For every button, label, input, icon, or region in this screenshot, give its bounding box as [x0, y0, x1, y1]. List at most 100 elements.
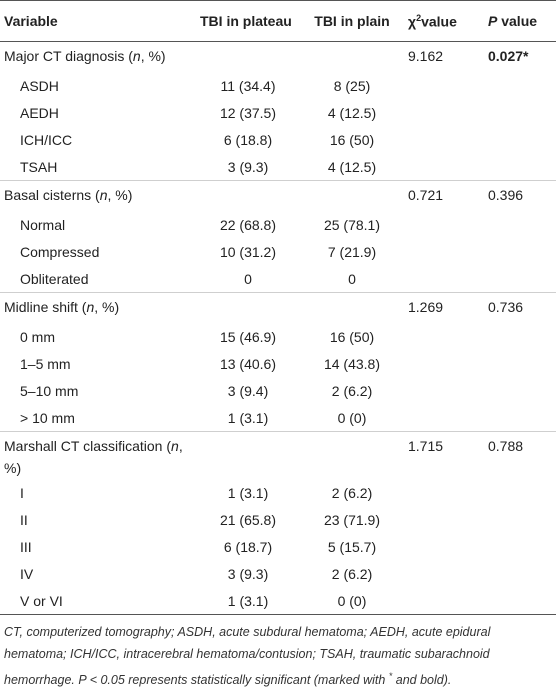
cell — [484, 211, 556, 238]
cell — [196, 180, 300, 211]
footnote-text: and bold). — [392, 673, 452, 688]
cell — [404, 587, 484, 615]
row-label: II — [20, 511, 28, 528]
row-label: V or VI — [20, 592, 63, 609]
cell — [484, 126, 556, 153]
row: TSAH 3 (9.3) 4 (12.5) — [0, 153, 556, 181]
row: V or VI 1 (3.1) 0 (0) — [0, 587, 556, 615]
table-body: Major CT diagnosis (n, %) 9.162 0.027* ASDH… — [0, 42, 556, 615]
row-label: ICH/ICC — [20, 131, 73, 148]
cell — [300, 180, 404, 211]
cell: 23 (71.9) — [323, 511, 381, 528]
label-part: , %) — [4, 438, 183, 476]
label-part: Marshall CT classification ( — [4, 438, 172, 454]
cell: 10 (31.2) — [219, 243, 277, 260]
group-row: Major CT diagnosis (n, %) 9.162 0.027* — [0, 42, 556, 73]
label-part: , %) — [140, 48, 166, 64]
row-label: Compressed — [20, 243, 100, 260]
row: IV 3 (9.3) 2 (6.2) — [0, 560, 556, 587]
row: AEDH 12 (37.5) 4 (12.5) — [0, 99, 556, 126]
label-part: Major CT diagnosis ( — [4, 48, 133, 64]
chi-value: 1.269 — [404, 292, 484, 323]
header-text: value — [497, 13, 538, 29]
cell: 14 (43.8) — [323, 355, 381, 372]
header-cell: χ2value — [404, 0, 484, 42]
cell — [404, 377, 484, 404]
label-part: , %) — [94, 299, 120, 315]
cell — [404, 506, 484, 533]
chi-value: 9.162 — [408, 48, 444, 64]
footnote-sup: * — [388, 671, 393, 681]
cell — [484, 323, 556, 350]
cell: 5 (15.7) — [327, 538, 377, 555]
cell — [300, 431, 404, 479]
cell — [404, 265, 484, 293]
cell: 0 (0) — [337, 409, 367, 426]
header-text: P — [488, 13, 498, 29]
row: > 10 mm 1 (3.1) 0 (0) — [0, 404, 556, 432]
cell: 8 (25) — [333, 77, 371, 94]
p-value: 0.736 — [484, 292, 556, 323]
row-label: 5–10 mm — [20, 382, 79, 399]
row-label: 1–5 mm — [20, 355, 71, 372]
cell: 16 (50) — [329, 328, 375, 345]
cell: 6 (18.7) — [223, 538, 273, 555]
cell: 7 (21.9) — [327, 243, 377, 260]
cell: 4 (12.5) — [327, 104, 377, 121]
cell: 3 (9.3) — [227, 565, 269, 582]
cell — [404, 126, 484, 153]
row-label: ASDH — [20, 77, 59, 94]
data-table: Variable TBI in plateau TBI in plain χ2v… — [0, 0, 556, 615]
cell: 0 — [244, 270, 252, 287]
group-label: Midline shift (n, %) — [0, 292, 196, 323]
label-part: Midline shift ( — [4, 299, 87, 315]
cell — [404, 72, 484, 99]
cell — [404, 153, 484, 181]
group-row: Marshall CT classification (n, %) 1.715 0.… — [0, 431, 556, 479]
cell: 3 (9.4) — [227, 382, 269, 399]
cell — [484, 377, 556, 404]
cell — [300, 42, 404, 73]
cell — [404, 99, 484, 126]
cell — [196, 42, 300, 73]
cell — [404, 211, 484, 238]
header-text: value — [421, 13, 457, 30]
cell — [484, 99, 556, 126]
cell — [484, 560, 556, 587]
row: Normal 22 (68.8) 25 (78.1) — [0, 211, 556, 238]
cell: 13 (40.6) — [219, 355, 277, 372]
cell: 2 (6.2) — [331, 484, 373, 501]
row-label: TSAH — [20, 158, 58, 175]
header-cell: P value — [484, 0, 556, 42]
cell — [484, 265, 556, 293]
cell: 22 (68.8) — [219, 216, 277, 233]
label-part: Basal cisterns ( — [4, 187, 100, 203]
cell — [404, 533, 484, 560]
cell — [404, 238, 484, 265]
cell — [484, 404, 556, 432]
cell: 0 (0) — [337, 592, 367, 609]
cell — [404, 404, 484, 432]
cell: 16 (50) — [329, 131, 375, 148]
cell — [484, 350, 556, 377]
row-label: 0 mm — [20, 328, 55, 345]
cell: 2 (6.2) — [331, 565, 373, 582]
cell — [484, 587, 556, 615]
row: 1–5 mm 13 (40.6) 14 (43.8) — [0, 350, 556, 377]
group-label: Basal cisterns (n, %) — [0, 180, 196, 211]
group-row: Midline shift (n, %) 1.269 0.736 — [0, 292, 556, 323]
p-value: 0.027* — [488, 48, 529, 64]
row-label: Obliterated — [20, 270, 89, 287]
cell: 1 (3.1) — [227, 484, 269, 501]
chi-value: 0.721 — [404, 180, 484, 211]
cell: 4 (12.5) — [327, 158, 377, 175]
cell: 1 (3.1) — [227, 592, 269, 609]
header-sup: 2 — [416, 12, 422, 23]
group-label: Marshall CT classification (n, %) — [0, 431, 196, 479]
row: III 6 (18.7) 5 (15.7) — [0, 533, 556, 560]
row-label: III — [20, 538, 32, 555]
cell: 21 (65.8) — [219, 511, 277, 528]
header-text: χ — [408, 13, 417, 30]
label-part: , %) — [107, 187, 133, 203]
